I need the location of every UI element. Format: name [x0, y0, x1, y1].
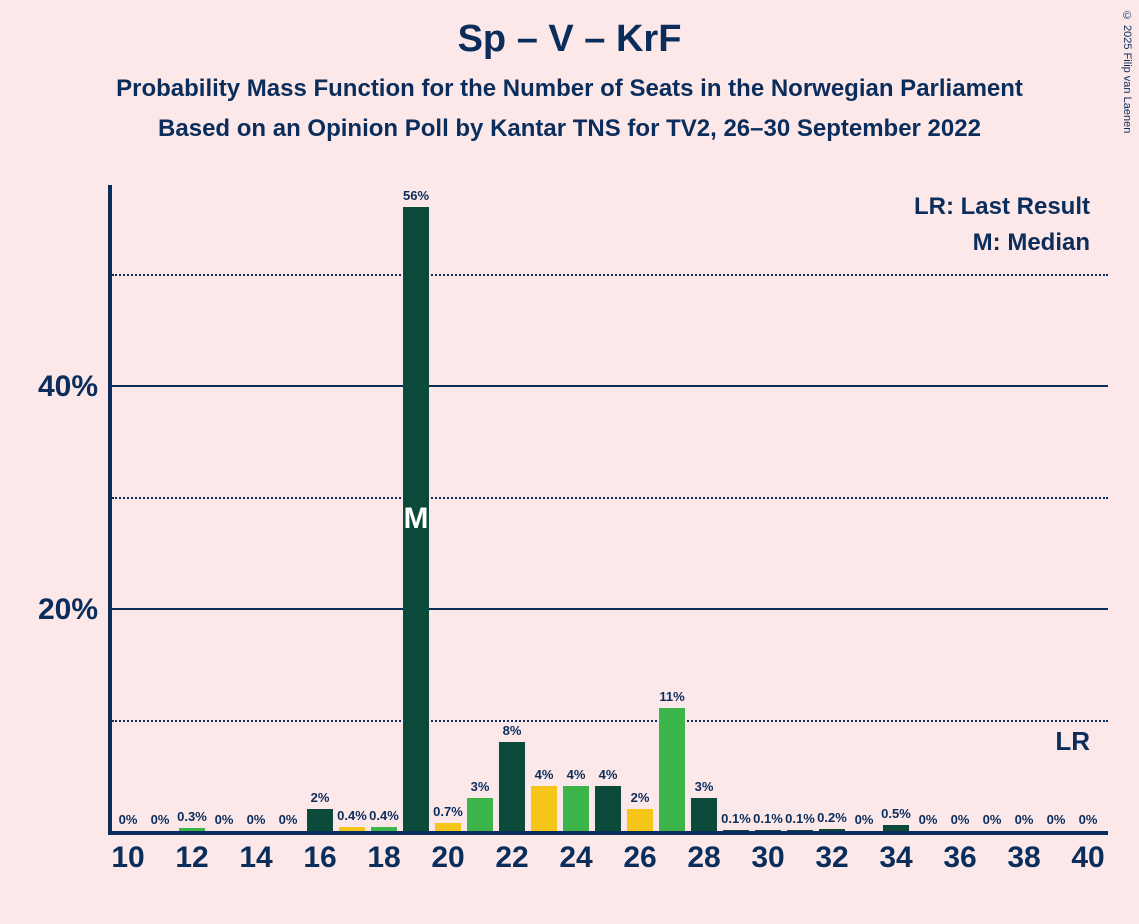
x-tick-label: 26: [623, 841, 656, 875]
bar-value-label: 0.7%: [433, 804, 463, 819]
bar-value-label: 0.2%: [817, 810, 847, 825]
bar: [179, 828, 205, 831]
x-tick-label: 16: [303, 841, 336, 875]
legend-lr: LR: Last Result: [914, 193, 1090, 221]
bar: [531, 786, 557, 831]
bar-value-label: 2%: [631, 790, 650, 805]
x-tick-label: 28: [687, 841, 720, 875]
bar: [659, 708, 685, 831]
chart-container: Sp – V – KrF Probability Mass Function f…: [0, 0, 1139, 924]
chart-subtitle-1: Probability Mass Function for the Number…: [0, 75, 1139, 103]
bar-value-label: 0%: [215, 812, 234, 827]
bar: [691, 798, 717, 831]
x-tick-label: 36: [943, 841, 976, 875]
bar-value-label: 0.1%: [753, 811, 783, 826]
x-tick-label: 10: [111, 841, 144, 875]
gridline-minor: [112, 720, 1108, 722]
x-tick-label: 18: [367, 841, 400, 875]
bar-value-label: 0.3%: [177, 809, 207, 824]
x-tick-label: 20: [431, 841, 464, 875]
bar-value-label: 8%: [503, 723, 522, 738]
bar-value-label: 4%: [567, 767, 586, 782]
chart-subtitle-2: Based on an Opinion Poll by Kantar TNS f…: [0, 115, 1139, 143]
bar-value-label: 0.1%: [785, 811, 815, 826]
legend-m: M: Median: [973, 229, 1090, 257]
bar-value-label: 0.4%: [369, 808, 399, 823]
bar: [723, 830, 749, 831]
copyright-text: © 2025 Filip van Laenen: [1121, 10, 1133, 133]
bar-value-label: 0%: [119, 812, 138, 827]
bar-value-label: 0%: [919, 812, 938, 827]
x-tick-label: 22: [495, 841, 528, 875]
bar-value-label: 0%: [951, 812, 970, 827]
bar: [339, 827, 365, 831]
bar-value-label: 4%: [599, 767, 618, 782]
x-tick-label: 38: [1007, 841, 1040, 875]
bar-value-label: 0.5%: [881, 806, 911, 821]
bar: [499, 742, 525, 831]
x-tick-label: 40: [1071, 841, 1104, 875]
bar-value-label: 0%: [855, 812, 874, 827]
bar-value-label: 0%: [151, 812, 170, 827]
bar-value-label: 0%: [279, 812, 298, 827]
bar-value-label: 0.4%: [337, 808, 367, 823]
bar: [883, 825, 909, 831]
gridline-minor: [112, 497, 1108, 499]
lr-marker: LR: [1055, 726, 1090, 757]
bar: [755, 830, 781, 831]
chart-title: Sp – V – KrF: [0, 18, 1139, 61]
bar-value-label: 0%: [983, 812, 1002, 827]
bar-value-label: 2%: [311, 790, 330, 805]
y-tick-label: 20%: [10, 593, 98, 627]
x-tick-label: 30: [751, 841, 784, 875]
bar: [467, 798, 493, 831]
y-tick-label: 40%: [10, 370, 98, 404]
x-tick-label: 32: [815, 841, 848, 875]
bar: [435, 823, 461, 831]
bar-value-label: 0%: [1079, 812, 1098, 827]
bar-value-label: 0%: [1015, 812, 1034, 827]
bar: [563, 786, 589, 831]
x-axis: [108, 831, 1108, 835]
bar-value-label: 0%: [247, 812, 266, 827]
plot-area: 20%40%10121416182022242628303234363840LR…: [108, 185, 1108, 835]
bar: [787, 830, 813, 831]
bar: [627, 809, 653, 831]
bar-value-label: 0.1%: [721, 811, 751, 826]
bar-value-label: 56%: [403, 188, 429, 203]
bar: [307, 809, 333, 831]
gridline: [112, 608, 1108, 610]
bar-value-label: 0%: [1047, 812, 1066, 827]
bar-value-label: 3%: [471, 779, 490, 794]
x-tick-label: 14: [239, 841, 272, 875]
bar: [595, 786, 621, 831]
y-axis: [108, 185, 112, 835]
bar: [819, 829, 845, 831]
bar-value-label: 11%: [659, 689, 684, 704]
bar-value-label: 4%: [535, 767, 554, 782]
gridline: [112, 385, 1108, 387]
gridline-minor: [112, 274, 1108, 276]
x-tick-label: 12: [175, 841, 208, 875]
bar: [371, 827, 397, 831]
bar-value-label: 3%: [695, 779, 714, 794]
x-tick-label: 34: [879, 841, 912, 875]
x-tick-label: 24: [559, 841, 592, 875]
median-marker: M: [404, 502, 429, 536]
